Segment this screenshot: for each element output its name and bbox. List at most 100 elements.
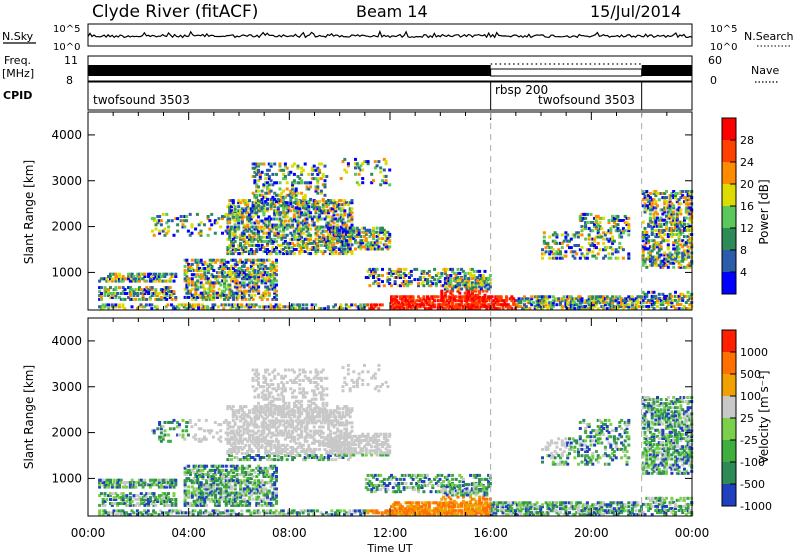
echo-cell (609, 301, 613, 305)
echo-cell (467, 297, 471, 301)
echo-cell (620, 299, 624, 303)
echo-cell (289, 195, 293, 199)
echo-cell (316, 243, 320, 247)
echo-cell (228, 199, 232, 203)
echo-cell (379, 241, 383, 245)
echo-cell (118, 272, 121, 276)
echo-cell (230, 209, 233, 213)
echo-cell (251, 191, 255, 195)
echo-cell (395, 513, 399, 517)
echo-cell (327, 237, 331, 241)
echo-cell (276, 193, 280, 197)
echo-cell (289, 237, 293, 241)
echo-cell (248, 235, 251, 239)
echo-cell (257, 162, 260, 166)
echo-cell (647, 239, 651, 243)
echo-cell (627, 229, 631, 233)
echo-cell (350, 201, 354, 205)
echo-cell (172, 478, 176, 482)
echo-cell (233, 233, 237, 237)
echo-cell (458, 303, 462, 307)
echo-cell (121, 509, 125, 513)
echo-cell (675, 226, 679, 230)
echo-cell (578, 305, 582, 309)
echo-cell (205, 291, 209, 295)
echo-cell (232, 267, 235, 270)
echo-cell (141, 277, 145, 281)
echo-cell (368, 245, 372, 249)
echo-cell (157, 279, 161, 283)
echo-cell (249, 235, 253, 239)
echo-cell (176, 223, 180, 227)
echo-cell (665, 200, 668, 204)
echo-cell (409, 280, 413, 284)
echo-cell (312, 248, 316, 251)
echo-cell (275, 223, 278, 227)
echo-cell (255, 162, 259, 166)
echo-cell (147, 483, 151, 487)
echo-cell (400, 307, 404, 311)
echo-cell (328, 235, 332, 238)
echo-cell (341, 233, 345, 237)
echo-cell (107, 307, 111, 311)
echo-cell (478, 289, 482, 293)
echo-cell (217, 217, 221, 221)
echo-cell (301, 202, 305, 206)
echo-cell (641, 204, 645, 208)
echo-cell (228, 217, 232, 221)
echo-cell (287, 248, 291, 251)
echo-cell (185, 215, 189, 218)
echo-cell (467, 279, 471, 283)
echo-cell (231, 227, 235, 231)
echo-cell (275, 233, 278, 237)
echo-cell (490, 303, 494, 307)
echo-cell (208, 287, 212, 291)
echo-cell (343, 223, 347, 227)
echo-cell (283, 250, 287, 253)
echo-cell (666, 206, 670, 210)
echo-cell (219, 495, 223, 499)
echo-cell (289, 252, 293, 256)
echo-cell (157, 494, 161, 498)
echo-cell (679, 224, 683, 228)
echo-cell (183, 501, 187, 505)
echo-cell (510, 295, 514, 299)
echo-cell (271, 227, 275, 231)
echo-cell (472, 295, 476, 299)
echo-cell (327, 245, 331, 249)
echo-cell (225, 513, 229, 517)
echo-cell (98, 509, 102, 513)
echo-cell (154, 297, 158, 301)
echo-cell (641, 239, 645, 243)
echo-cell (316, 187, 320, 191)
echo-cell (204, 511, 208, 515)
echo-cell (116, 481, 120, 484)
echo-cell (301, 239, 305, 243)
echo-cell (654, 259, 658, 263)
echo-cell (206, 264, 210, 268)
echo-cell (368, 228, 372, 232)
echo-cell (319, 209, 323, 213)
echo-cell (136, 498, 140, 501)
echo-cell (643, 292, 647, 296)
nsky-line (87, 29, 693, 39)
echo-cell (603, 246, 607, 250)
echo-cell (443, 279, 447, 283)
echo-cell (666, 202, 670, 206)
echo-cell (584, 301, 588, 305)
echo-cell (654, 294, 658, 298)
echo-cell (544, 303, 548, 307)
echo-cell (666, 245, 670, 249)
echo-cell (177, 303, 181, 307)
echo-cell (248, 277, 252, 281)
echo-cell (328, 239, 332, 243)
echo-cell (665, 196, 668, 200)
echo-cell (686, 251, 690, 255)
echo-cell (325, 243, 329, 247)
echo-cell (503, 299, 507, 303)
echo-cell (465, 281, 469, 285)
echo-cell (280, 223, 284, 227)
echo-cell (255, 250, 259, 253)
echo-cell (328, 223, 332, 227)
echo-cell (283, 195, 287, 199)
